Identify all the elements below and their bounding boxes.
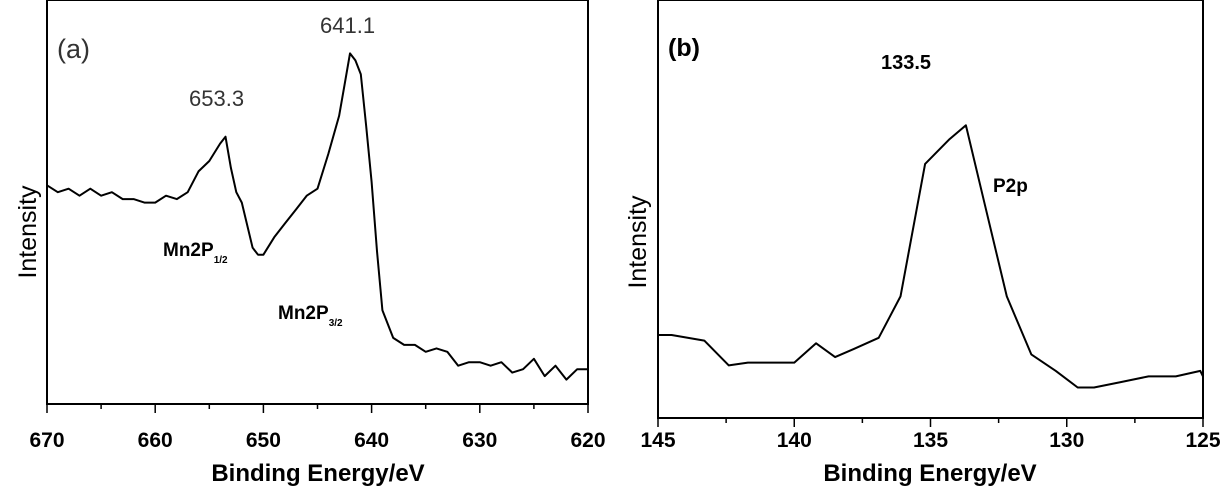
- panel-label-b: (b): [668, 34, 700, 62]
- x-ticks-a: 670 660 650 640 630 620: [29, 404, 606, 452]
- series-line-b: [658, 124, 1204, 389]
- x-tick-label-b-0: 145: [640, 429, 675, 452]
- x-ticks-b: 145 140 135 130 125: [640, 418, 1221, 452]
- x-tick-label-a-4: 630: [462, 429, 497, 452]
- y-axis-label-a: Intensity: [14, 185, 42, 279]
- panel-label-a: (a): [57, 34, 90, 64]
- mn-threehalf-sub: 3/2: [329, 318, 343, 329]
- label-mn2p-threehalf: Mn2P3/2: [278, 303, 343, 329]
- mn-threehalf-main: Mn2P: [278, 303, 329, 324]
- x-tick-label-a-0: 670: [29, 429, 64, 452]
- x-tick-label-a-2: 650: [246, 429, 281, 452]
- peak-label-653: 653.3: [189, 86, 244, 111]
- x-tick-label-b-1: 140: [777, 429, 812, 452]
- plot-frame-a: [46, 0, 589, 405]
- mn-half-sub: 1/2: [214, 255, 228, 266]
- mn-half-main: Mn2P: [163, 240, 214, 261]
- chart-panel-b: 145 140 135 130 125 (b) 133.5 P2p Intensity …: [624, 0, 1221, 487]
- x-tick-label-a-5: 620: [570, 429, 605, 452]
- x-tick-label-b-4: 125: [1185, 429, 1220, 452]
- x-axis-label-a: Binding Energy/eV: [211, 460, 424, 487]
- label-mn2p-half: Mn2P1/2: [163, 240, 228, 266]
- x-tick-label-a-3: 640: [354, 429, 389, 452]
- x-tick-label-b-2: 135: [913, 429, 948, 452]
- x-axis-label-b: Binding Energy/eV: [823, 460, 1036, 487]
- peak-label-641: 641.1: [320, 13, 375, 38]
- chart-panel-a: 670 660 650 640 630 620 (a) 653.3 641.1 Mn2P1…: [14, 0, 606, 487]
- peak-label-133: 133.5: [881, 52, 931, 74]
- label-p2p: P2p: [993, 176, 1028, 197]
- x-tick-label-a-1: 660: [138, 429, 173, 452]
- y-axis-label-b: Intensity: [624, 195, 652, 289]
- x-tick-label-b-3: 130: [1049, 429, 1084, 452]
- series-line-a: [46, 52, 588, 381]
